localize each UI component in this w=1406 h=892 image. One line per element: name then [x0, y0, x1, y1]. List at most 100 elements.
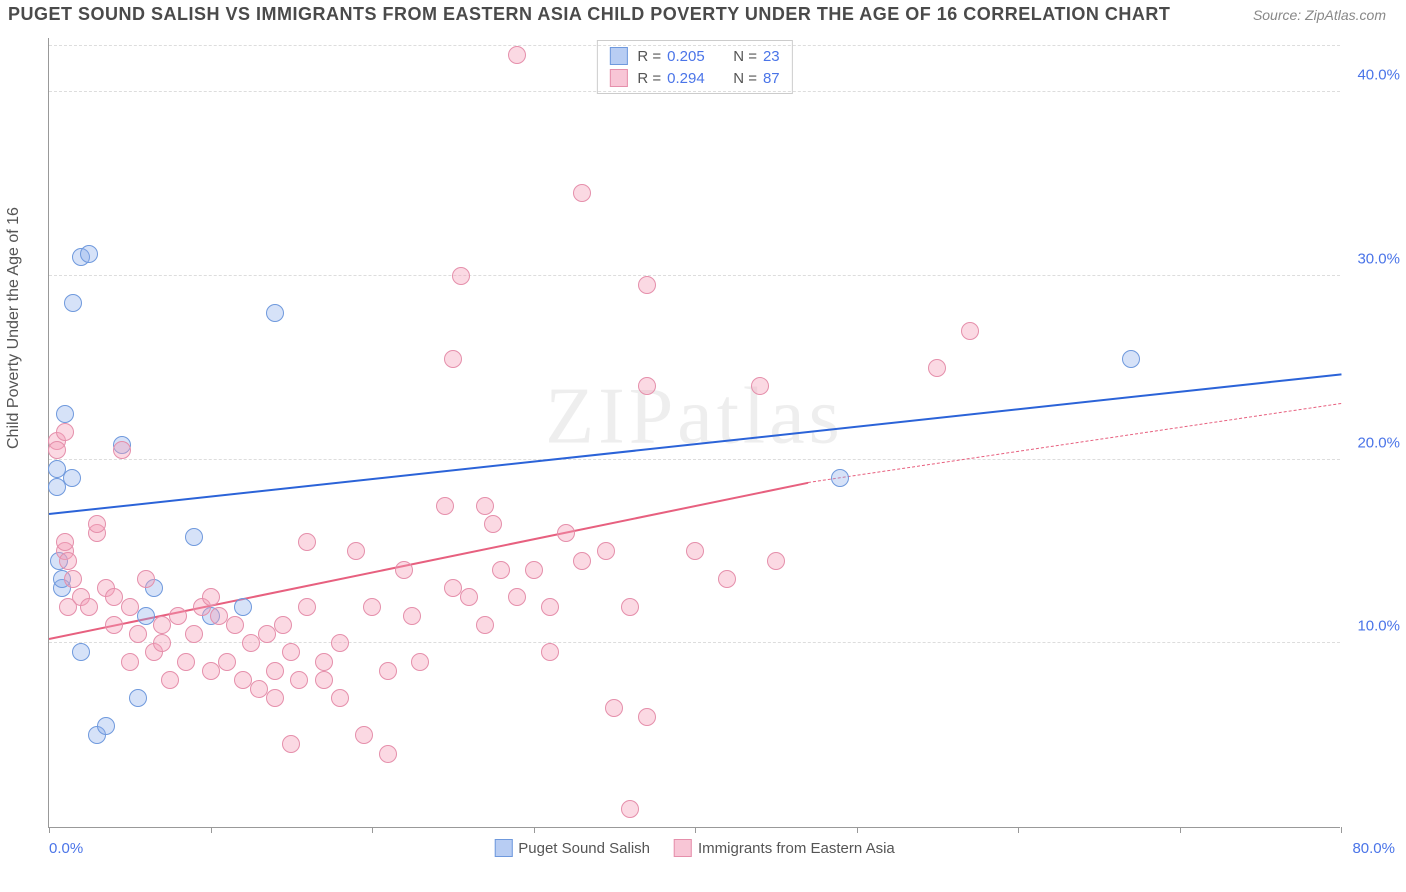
legend-series-label: Immigrants from Eastern Asia — [698, 840, 895, 857]
trend-line — [49, 373, 1341, 515]
data-point — [266, 689, 284, 707]
y-tick-label: 20.0% — [1357, 434, 1400, 451]
watermark-text: ZIPatlas — [545, 371, 844, 462]
data-point — [331, 634, 349, 652]
data-point — [290, 671, 308, 689]
data-point — [331, 689, 349, 707]
data-point — [121, 598, 139, 616]
data-point — [72, 643, 90, 661]
legend-swatch — [494, 839, 512, 857]
x-tick-mark — [372, 827, 373, 833]
data-point — [831, 469, 849, 487]
data-point — [185, 625, 203, 643]
y-tick-label: 40.0% — [1357, 67, 1400, 84]
x-tick-mark — [1018, 827, 1019, 833]
legend-stats: R = 0.205 N = 23R = 0.294 N = 87 — [596, 40, 792, 94]
data-point — [250, 680, 268, 698]
data-point — [363, 598, 381, 616]
data-point — [541, 598, 559, 616]
x-axis-max-label: 80.0% — [1352, 840, 1395, 857]
data-point — [137, 570, 155, 588]
data-point — [169, 607, 187, 625]
data-point — [436, 497, 454, 515]
data-point — [557, 524, 575, 542]
data-point — [153, 616, 171, 634]
data-point — [444, 579, 462, 597]
data-point — [460, 588, 478, 606]
data-point — [298, 598, 316, 616]
data-point — [234, 671, 252, 689]
data-point — [282, 643, 300, 661]
y-axis-label: Child Poverty Under the Age of 16 — [5, 207, 23, 449]
data-point — [718, 570, 736, 588]
x-tick-mark — [1180, 827, 1181, 833]
data-point — [403, 607, 421, 625]
data-point — [395, 561, 413, 579]
data-point — [492, 561, 510, 579]
data-point — [621, 598, 639, 616]
legend-stat-row: R = 0.294 N = 87 — [609, 67, 779, 89]
data-point — [638, 276, 656, 294]
data-point — [605, 699, 623, 717]
data-point — [315, 671, 333, 689]
x-tick-mark — [49, 827, 50, 833]
data-point — [274, 616, 292, 634]
data-point — [177, 653, 195, 671]
grid-line — [49, 459, 1340, 460]
data-point — [621, 800, 639, 818]
y-tick-label: 30.0% — [1357, 250, 1400, 267]
data-point — [153, 634, 171, 652]
x-tick-mark — [857, 827, 858, 833]
data-point — [64, 294, 82, 312]
grid-line — [49, 91, 1340, 92]
x-axis-min-label: 0.0% — [49, 840, 83, 857]
data-point — [258, 625, 276, 643]
data-point — [105, 616, 123, 634]
data-point — [88, 515, 106, 533]
data-point — [476, 616, 494, 634]
data-point — [56, 533, 74, 551]
data-point — [541, 643, 559, 661]
data-point — [282, 735, 300, 753]
data-point — [597, 542, 615, 560]
data-point — [484, 515, 502, 533]
data-point — [97, 717, 115, 735]
data-point — [573, 184, 591, 202]
data-point — [751, 377, 769, 395]
data-point — [266, 304, 284, 322]
data-point — [476, 497, 494, 515]
trend-line — [808, 403, 1341, 483]
data-point — [210, 607, 228, 625]
data-point — [411, 653, 429, 671]
data-point — [767, 552, 785, 570]
n-label: N = — [733, 70, 757, 87]
data-point — [63, 469, 81, 487]
n-value: 23 — [763, 48, 780, 65]
data-point — [64, 570, 82, 588]
data-point — [266, 662, 284, 680]
data-point — [113, 441, 131, 459]
data-point — [315, 653, 333, 671]
r-label: R = — [637, 70, 661, 87]
data-point — [347, 542, 365, 560]
data-point — [686, 542, 704, 560]
data-point — [56, 405, 74, 423]
x-tick-mark — [695, 827, 696, 833]
data-point — [129, 689, 147, 707]
data-point — [573, 552, 591, 570]
data-point — [202, 662, 220, 680]
data-point — [105, 588, 123, 606]
data-point — [59, 552, 77, 570]
legend-series: Puget Sound SalishImmigrants from Easter… — [494, 839, 895, 857]
y-tick-label: 10.0% — [1357, 618, 1400, 635]
grid-line — [49, 45, 1340, 46]
chart-title: PUGET SOUND SALISH VS IMMIGRANTS FROM EA… — [8, 4, 1170, 25]
legend-series-item: Immigrants from Eastern Asia — [674, 839, 895, 857]
data-point — [444, 350, 462, 368]
grid-line — [49, 275, 1340, 276]
n-label: N = — [733, 48, 757, 65]
data-point — [961, 322, 979, 340]
data-point — [508, 588, 526, 606]
data-point — [379, 662, 397, 680]
chart-source: Source: ZipAtlas.com — [1253, 7, 1386, 23]
